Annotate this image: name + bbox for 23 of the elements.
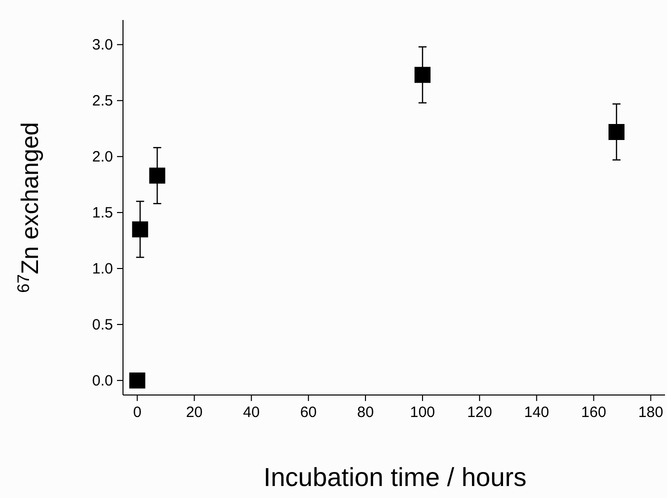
y-tick-label: 1.0 <box>92 260 113 278</box>
point <box>132 221 148 238</box>
x-tick-label: 180 <box>638 404 664 421</box>
x-tick-label: 40 <box>243 404 260 421</box>
y-tick-label: 0.5 <box>92 316 113 334</box>
y-tick-label: 3.0 <box>92 36 113 54</box>
y-tick-label: 1.5 <box>92 204 113 222</box>
x-tick-label: 160 <box>581 404 606 421</box>
x-tick-label: 20 <box>186 404 203 421</box>
x-tick-label: 120 <box>467 404 492 421</box>
y-tick-label: 0.0 <box>92 372 113 390</box>
x-tick-label: 80 <box>357 404 374 421</box>
x-tick-label: 100 <box>410 404 436 421</box>
point <box>608 124 625 140</box>
x-tick-label: 140 <box>524 404 550 421</box>
y-tick-label: 2.5 <box>92 92 113 110</box>
y-tick-label: 2.0 <box>92 148 113 166</box>
x-tick-label: 0 <box>133 404 142 421</box>
point <box>149 168 166 184</box>
x-tick-label: 60 <box>300 404 317 421</box>
point <box>414 66 431 83</box>
point <box>129 372 146 388</box>
x-axis-title: Incubation time / hours <box>263 462 527 492</box>
